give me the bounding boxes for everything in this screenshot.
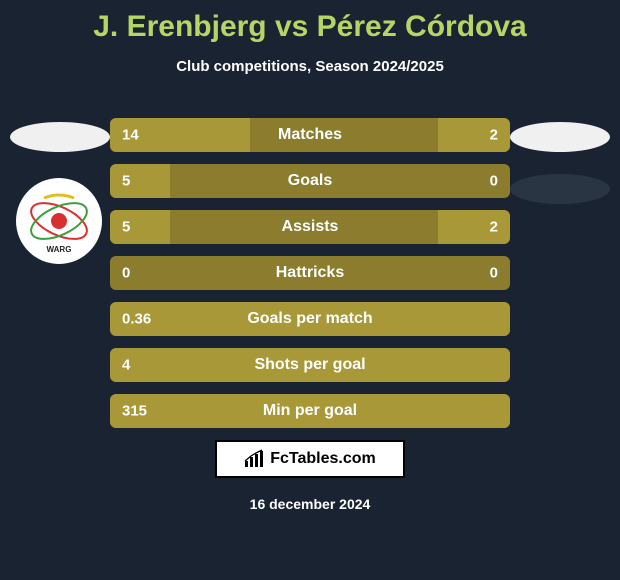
flag-left <box>10 122 110 152</box>
stat-label: Shots per goal <box>110 356 510 374</box>
stat-row: 50Goals <box>110 164 510 198</box>
stat-row: 315Min per goal <box>110 394 510 428</box>
stat-row: 4Shots per goal <box>110 348 510 382</box>
stat-row: 142Matches <box>110 118 510 152</box>
subtitle: Club competitions, Season 2024/2025 <box>0 58 620 75</box>
stat-label: Goals per match <box>110 310 510 328</box>
stat-label: Min per goal <box>110 402 510 420</box>
branding-text: FcTables.com <box>270 450 376 468</box>
stat-row: 00Hattricks <box>110 256 510 290</box>
date-label: 16 december 2024 <box>0 496 620 512</box>
stat-label: Assists <box>110 218 510 236</box>
stats-container: 142Matches 50Goals 52Assists 00Hattricks 0.3… <box>110 118 510 440</box>
flag-right <box>510 122 610 152</box>
stat-row: 52Assists <box>110 210 510 244</box>
chart-icon <box>244 449 264 469</box>
stat-label: Matches <box>110 126 510 144</box>
stat-label: Goals <box>110 172 510 190</box>
svg-text:WARG: WARG <box>47 245 72 254</box>
page-title: J. Erenbjerg vs Pérez Córdova <box>0 0 620 44</box>
stat-row: 0.36Goals per match <box>110 302 510 336</box>
branding-box: FcTables.com <box>215 440 405 478</box>
club-badge-left: WARG <box>16 178 102 264</box>
stat-label: Hattricks <box>110 264 510 282</box>
club-badge-right <box>510 174 610 204</box>
